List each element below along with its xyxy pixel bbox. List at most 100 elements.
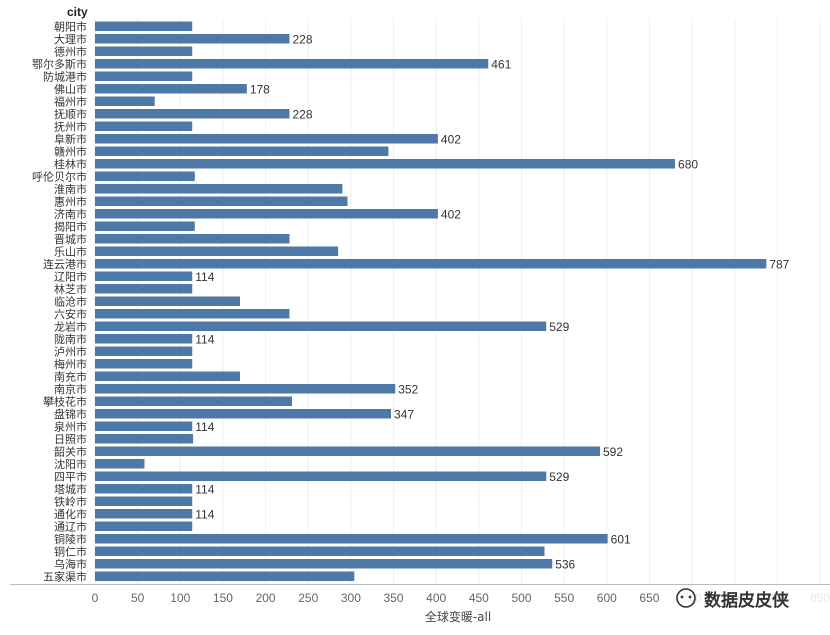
data-label: 601 [611,532,631,546]
bar [95,421,193,431]
bar [95,409,391,419]
data-label: 680 [678,157,698,171]
category-label: 通化市 [54,507,87,521]
bar [95,84,247,94]
category-label: 连云港市 [43,257,87,271]
data-label: 178 [250,82,270,96]
category-label: 晋城市 [54,232,87,246]
x-tick-label: 50 [131,591,145,605]
watermark-left: 大数据猿 [9,608,109,629]
category-label: 临沧市 [54,294,87,308]
bar [95,359,193,369]
category-label: 六安市 [54,307,87,321]
watermark-right-text: 数据皮皮侠 [704,590,790,611]
category-label: 辽阳市 [54,269,87,283]
category-label: 铁岭市 [54,494,87,508]
category-label: 惠州市 [54,194,87,208]
x-tick-label: 550 [554,591,574,605]
x-tick-label: 150 [213,591,233,605]
bar [95,196,348,206]
bar [95,484,193,494]
category-label: 通辽市 [54,519,87,533]
category-label: 南京市 [54,382,87,396]
data-label: 529 [549,470,569,484]
category-label: 龙岩市 [54,319,87,333]
x-tick-label: 350 [384,591,404,605]
category-label: 四平市 [54,469,87,483]
bar [95,459,145,469]
bar [95,309,290,319]
bar [95,259,767,269]
bars [95,21,767,581]
bar [95,21,193,31]
data-label: 347 [394,407,414,421]
x-tick-label: 250 [298,591,318,605]
category-label: 济南市 [54,207,87,221]
data-label: 592 [603,445,623,459]
bar [95,109,290,119]
bar [95,534,608,544]
category-label: 沈阳市 [54,457,87,471]
wechat-icon [676,588,696,608]
bar [95,571,355,581]
category-label: 朝阳市 [54,19,87,33]
watermark-logo-icon [9,608,34,628]
category-label: 铜仁市 [54,544,87,558]
bar [95,546,545,556]
category-label: 南充市 [54,369,87,383]
bar [95,134,438,144]
watermark-right: 数据皮皮侠 [668,586,830,612]
bar [95,446,600,456]
bar [95,46,193,56]
bar [95,384,396,394]
category-label: 揭阳市 [54,219,87,233]
category-label: 淮南市 [54,182,87,196]
category-label: 德州市 [54,44,87,58]
bar [95,509,193,519]
category-labels: 朝阳市大理市德州市鄂尔多斯市防城港市佛山市福州市抚顺市抚州市阜新市赣州市桂林市呼… [32,19,87,583]
bar [95,209,438,219]
category-label: 陇南市 [54,332,87,346]
category-label: 阜新市 [54,132,87,146]
bar [95,521,193,531]
bar [95,184,343,194]
data-label: 787 [769,257,789,271]
bar [95,246,339,256]
bar [95,121,193,131]
data-label: 114 [195,270,214,284]
category-label: 佛山市 [54,82,87,96]
category-label: 泸州市 [54,344,87,358]
bar [95,271,193,281]
data-label: 114 [195,507,214,521]
category-label: 桂林市 [54,157,87,171]
data-label: 114 [195,482,214,496]
bar [95,284,193,294]
bar [95,296,241,306]
x-tick-label: 500 [511,591,531,605]
category-label: 铜陵市 [54,532,87,546]
category-label: 盘锦市 [54,407,87,421]
category-label: 塔城市 [54,482,87,496]
data-label: 529 [549,320,569,334]
category-label: 鄂尔多斯市 [32,57,87,71]
data-label: 228 [292,32,312,46]
category-label: 乌海市 [54,557,87,571]
bar [95,396,293,406]
bar [95,171,195,181]
x-tick-label: 450 [469,591,489,605]
bar [95,59,489,69]
category-label: 日照市 [54,432,87,446]
category-label: 抚州市 [54,119,87,133]
gridlines [94,18,821,584]
bar [95,234,290,244]
bar [95,321,547,331]
x-tick-label: 0 [92,591,99,605]
bar [95,71,193,81]
category-label: 赣州市 [54,144,87,158]
data-label: 352 [398,382,418,396]
data-label: 402 [441,207,461,221]
data-label: 114 [195,332,214,346]
category-label: 泉州市 [54,419,87,433]
data-labels: 228 461 178 228 402 680 402 787 114 529 114 352 347 1… [195,32,789,571]
row-header: city [67,5,88,19]
